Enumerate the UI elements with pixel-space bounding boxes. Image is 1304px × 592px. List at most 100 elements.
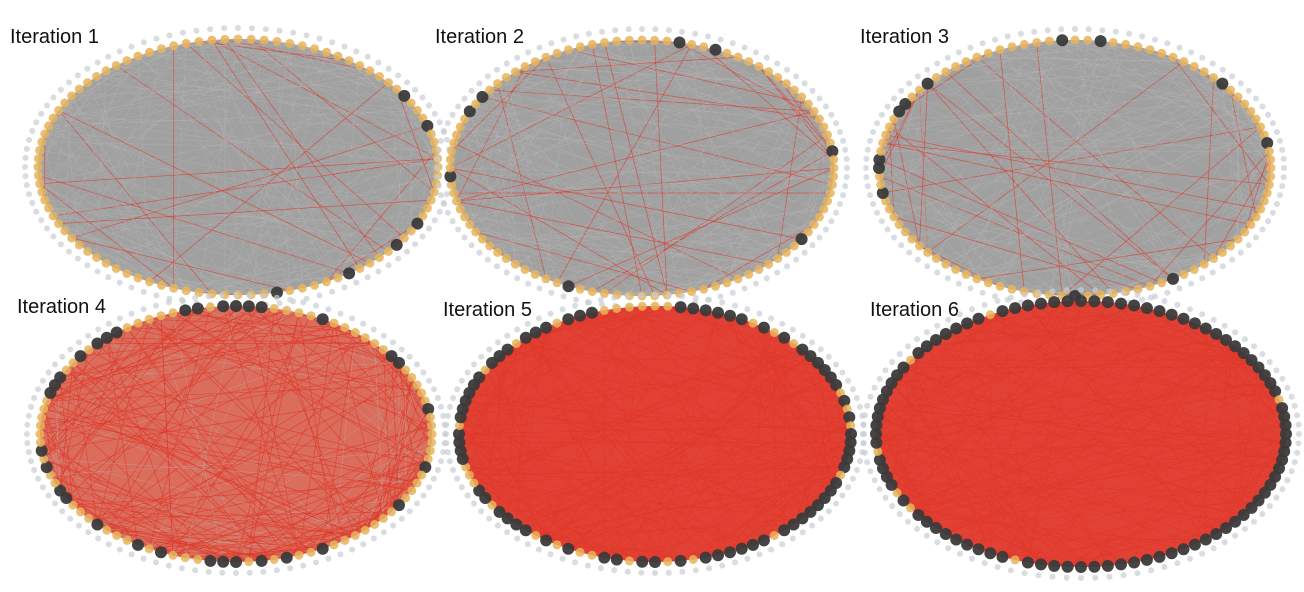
node-halo xyxy=(1210,316,1217,323)
node-halo xyxy=(179,29,186,36)
node-halo xyxy=(1126,30,1133,37)
active-edge xyxy=(485,369,630,562)
edge xyxy=(880,151,1126,292)
node-halo xyxy=(652,26,659,33)
edge xyxy=(38,65,117,159)
node xyxy=(699,42,709,52)
edge xyxy=(1112,42,1162,283)
active-edge xyxy=(41,308,199,451)
active-edge xyxy=(197,308,433,435)
node xyxy=(297,41,307,51)
active-edge xyxy=(1067,514,1244,568)
active-edge xyxy=(889,126,895,218)
active-edge xyxy=(459,416,850,426)
node-halo xyxy=(29,200,36,206)
node-halo xyxy=(380,529,387,536)
node-halo xyxy=(105,274,112,281)
active-edge xyxy=(40,442,249,563)
edge xyxy=(945,40,1101,73)
node-halo xyxy=(536,44,543,51)
active-edge xyxy=(763,327,785,531)
active-edge xyxy=(926,345,1283,461)
active-edge xyxy=(364,337,429,410)
activated-node xyxy=(155,546,167,559)
edge xyxy=(64,48,162,104)
edge xyxy=(79,38,239,246)
node xyxy=(101,66,111,76)
node-halo xyxy=(584,299,591,306)
edge xyxy=(616,151,833,296)
activated-node xyxy=(316,542,329,555)
network-panel-4: Iteration 4 xyxy=(0,292,448,592)
node-halo xyxy=(38,110,45,117)
node xyxy=(575,284,585,294)
node-halo xyxy=(1273,201,1280,207)
edge xyxy=(469,111,795,247)
node-halo xyxy=(248,25,255,32)
node-halo xyxy=(741,44,748,51)
activated-node xyxy=(757,321,770,334)
node-halo xyxy=(414,500,420,507)
active-edge xyxy=(462,362,819,410)
active-edge xyxy=(459,308,618,426)
node xyxy=(417,470,427,480)
network-graph xyxy=(22,25,454,309)
edge xyxy=(211,175,438,295)
node-halo xyxy=(503,60,510,67)
active-edge xyxy=(654,332,775,563)
edge xyxy=(482,96,820,120)
active-edge xyxy=(793,392,841,525)
node-halo xyxy=(833,120,840,127)
node xyxy=(306,547,316,557)
active-edge xyxy=(59,490,139,546)
edge xyxy=(679,42,833,185)
edge xyxy=(691,44,716,287)
node-halo xyxy=(1284,384,1291,391)
node xyxy=(333,273,343,283)
active-edge xyxy=(703,46,834,160)
active-edge xyxy=(882,399,1016,561)
node xyxy=(907,234,917,244)
node xyxy=(92,72,102,81)
node-halo xyxy=(45,369,52,376)
node xyxy=(425,412,435,422)
node-halo xyxy=(1219,263,1226,270)
edge xyxy=(460,208,692,292)
node-halo xyxy=(828,218,835,225)
activated-node xyxy=(912,509,925,521)
active-edge xyxy=(482,238,507,259)
node xyxy=(429,187,439,197)
node-halo xyxy=(837,129,843,135)
edge xyxy=(988,66,1195,283)
edge xyxy=(691,134,828,292)
active-edge xyxy=(882,424,1286,469)
activated-node xyxy=(1188,317,1201,330)
node-halo xyxy=(864,183,871,190)
node xyxy=(48,211,58,221)
node-halo xyxy=(514,326,521,333)
node xyxy=(600,289,609,298)
edge xyxy=(302,45,439,168)
node-halo xyxy=(843,174,850,181)
edge xyxy=(396,88,439,168)
active-edge xyxy=(817,362,837,484)
edge xyxy=(48,207,265,295)
node-halo xyxy=(1134,570,1141,577)
node-halo xyxy=(476,249,483,256)
active-edge xyxy=(956,346,1236,540)
edge xyxy=(41,141,72,239)
activated-node xyxy=(1216,77,1229,90)
edge xyxy=(137,55,380,258)
node-halo xyxy=(1221,539,1228,546)
node xyxy=(157,280,166,290)
edge xyxy=(263,52,327,294)
node xyxy=(92,253,102,262)
edge xyxy=(893,96,1239,218)
edge xyxy=(999,49,1162,283)
node xyxy=(447,146,457,156)
edge xyxy=(905,103,978,279)
edge xyxy=(469,224,704,290)
edge xyxy=(999,44,1126,287)
activated-node xyxy=(1229,340,1242,353)
node-halo xyxy=(1295,421,1302,428)
